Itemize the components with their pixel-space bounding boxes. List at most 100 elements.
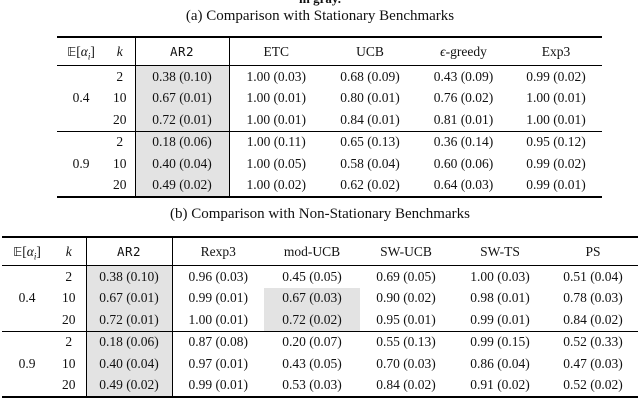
table-row: 0.4 2 0.38 (0.10) 0.96 (0.03) 0.45 (0.05… [2,265,638,305]
cell-sw-ucb: 0.70 (0.03) [376,355,436,371]
cell-k: 10 [113,155,127,171]
cell-ar2: 0.38 (0.10) [85,265,173,288]
table-row: 10 0.67 (0.01) 1.00 (0.01) 0.80 (0.01) 0… [57,87,602,109]
cell-ar2: 0.18 (0.06) [134,131,230,153]
cell-k: 10 [62,355,76,371]
cell-alpha: 0.4 [72,90,90,106]
table-row: 10 0.40 (0.04) 0.97 (0.01) 0.43 (0.05) 0… [2,353,638,375]
cell-exp3: 0.99 (0.02) [526,155,586,171]
cell-exp3: 0.95 (0.12) [526,134,586,150]
cell-mod-ucb: 0.45 (0.05) [282,268,342,284]
table-row: 20 0.49 (0.02) 0.99 (0.01) 0.53 (0.03) 0… [2,374,638,397]
cell-ar2: 0.40 (0.04) [85,353,173,375]
header-k: k [116,43,123,59]
cell-k: 10 [113,90,127,106]
header-k: k [65,243,72,259]
cell-ar2: 0.38 (0.10) [134,65,230,88]
table-b-block-04: 0.4 2 0.38 (0.10) 0.96 (0.03) 0.45 (0.05… [2,265,638,331]
table-row: 0.9 2 0.18 (0.06) 0.87 (0.08) 0.20 (0.07… [2,331,638,371]
cell-eps-greedy: 0.60 (0.06) [433,155,494,171]
cell-eps-greedy: 0.76 (0.02) [433,90,494,106]
cell-k: 20 [62,377,76,393]
cell-ar2: 0.72 (0.01) [85,309,173,331]
cell-ar2: 0.72 (0.01) [134,109,230,131]
table-row: 20 0.72 (0.01) 1.00 (0.01) 0.84 (0.01) 0… [57,109,602,131]
header-row: 𝔼[αi] k AR2 Rexp3 mod-UCB SW-UCB SW-TS P… [2,237,638,266]
cell-ar2: 0.67 (0.01) [85,287,173,309]
header-ar2: AR2 [134,37,230,66]
cell-ps: 0.78 (0.03) [563,290,623,306]
cell-rexp3: 0.96 (0.03) [188,268,249,284]
cell-etc: 1.00 (0.01) [246,111,307,127]
header-sw-ucb: SW-UCB [380,243,432,259]
cell-ucb: 0.68 (0.09) [340,68,400,84]
cell-exp3: 0.99 (0.01) [526,177,586,193]
cell-ar2: 0.67 (0.01) [134,87,230,109]
cell-k: 2 [116,134,124,150]
cell-ucb: 0.84 (0.01) [340,111,400,127]
table-row: 20 0.72 (0.01) 1.00 (0.01) 0.72 (0.02) 0… [2,309,638,331]
cell-sw-ts: 0.99 (0.15) [470,334,530,350]
table-row: 0.9 2 0.18 (0.06) 1.00 (0.11) 0.65 (0.13… [57,131,602,171]
clipped-caption-text: in gray. [0,0,640,7]
cell-k: 2 [65,268,73,284]
cell-k: 20 [113,111,127,127]
cell-rexp3: 1.00 (0.01) [188,311,249,327]
cell-etc: 1.00 (0.05) [246,155,307,171]
cell-k: 10 [62,290,76,306]
header-expected-alpha: 𝔼[αi] [13,243,41,262]
cell-ps: 0.52 (0.02) [563,377,623,393]
cell-eps-greedy: 0.64 (0.03) [433,177,494,193]
cell-mod-ucb: 0.20 (0.07) [282,334,342,350]
cell-ps: 0.52 (0.33) [563,334,623,350]
cell-exp3: 1.00 (0.01) [526,90,586,106]
header-mod-ucb: mod-UCB [283,243,341,259]
table-row: 10 0.67 (0.01) 0.99 (0.01) 0.67 (0.03) 0… [2,287,638,309]
cell-ps: 0.51 (0.04) [563,268,623,284]
cell-ucb: 0.58 (0.04) [340,155,400,171]
cell-ps: 0.47 (0.03) [563,355,623,371]
cell-ucb: 0.62 (0.02) [340,177,400,193]
cell-etc: 1.00 (0.02) [246,177,307,193]
cell-sw-ts: 1.00 (0.03) [470,268,530,284]
header-row: 𝔼[αi] k AR2 ETC UCB ϵ-greedy Exp3 [57,37,602,66]
blackboard-e: 𝔼 [67,43,77,59]
cell-eps-greedy: 0.81 (0.01) [433,111,494,127]
cell-rexp3: 0.97 (0.01) [188,355,249,371]
cell-sw-ucb: 0.84 (0.02) [376,377,436,393]
cell-rexp3: 0.99 (0.01) [188,377,249,393]
cell-ps: 0.84 (0.02) [563,311,623,327]
cell-rexp3: 0.99 (0.01) [188,290,249,306]
cell-eps-greedy: 0.43 (0.09) [433,68,494,84]
cell-ar2: 0.18 (0.06) [85,331,173,353]
cell-sw-ts: 0.99 (0.01) [470,311,530,327]
table-b-header: 𝔼[αi] k AR2 Rexp3 mod-UCB SW-UCB SW-TS P… [2,237,638,266]
cell-sw-ucb: 0.95 (0.01) [376,311,436,327]
cell-sw-ts: 0.86 (0.04) [470,355,530,371]
header-eps-greedy: ϵ-greedy [440,43,487,59]
header-sw-ts: SW-TS [480,243,520,259]
cell-sw-ts: 0.91 (0.02) [470,377,530,393]
cell-rexp3: 0.87 (0.08) [188,334,249,350]
cell-k: 20 [62,311,76,327]
cell-etc: 1.00 (0.03) [246,68,307,84]
cell-etc: 1.00 (0.01) [246,90,307,106]
table-stationary-benchmarks: 𝔼[αi] k AR2 ETC UCB ϵ-greedy Exp3 0.4 2 … [57,36,602,198]
table-row: 20 0.49 (0.02) 1.00 (0.02) 0.62 (0.02) 0… [57,174,602,197]
cell-ar2: 0.49 (0.02) [134,174,230,197]
cell-ar2: 0.49 (0.02) [85,374,173,397]
cell-mod-ucb: 0.72 (0.02) [264,309,360,331]
cell-sw-ucb: 0.90 (0.02) [376,290,436,306]
cell-k: 2 [65,334,73,350]
cell-ucb: 0.80 (0.01) [340,90,400,106]
table-b-block-09: 0.9 2 0.18 (0.06) 0.87 (0.08) 0.20 (0.07… [2,331,638,397]
header-exp3: Exp3 [541,43,571,59]
cell-sw-ucb: 0.69 (0.05) [376,268,436,284]
cell-exp3: 0.99 (0.02) [526,68,586,84]
cell-mod-ucb: 0.67 (0.03) [264,287,360,309]
header-ucb: UCB [356,43,384,59]
cell-mod-ucb: 0.53 (0.03) [282,377,342,393]
table-a-block-04: 0.4 2 0.38 (0.10) 1.00 (0.03) 0.68 (0.09… [57,65,602,131]
cell-ar2: 0.40 (0.04) [134,153,230,175]
